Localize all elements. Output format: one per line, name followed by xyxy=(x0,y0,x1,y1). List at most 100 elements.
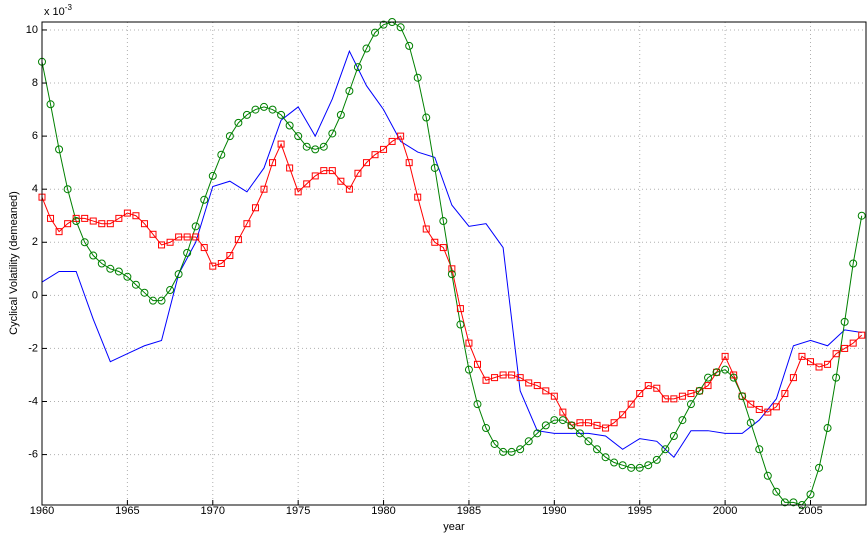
square-marker xyxy=(798,352,806,360)
y-tick-label: 10 xyxy=(26,24,38,36)
circle-marker xyxy=(166,286,175,295)
circle-marker xyxy=(704,373,713,382)
x-tick-label: 2000 xyxy=(713,505,737,517)
square-marker xyxy=(64,220,72,228)
circle-marker xyxy=(72,217,81,226)
circle-marker xyxy=(430,163,439,172)
circle-marker xyxy=(601,453,610,462)
square-marker xyxy=(448,265,456,273)
series-lines xyxy=(41,21,863,506)
square-marker xyxy=(115,214,123,222)
circle-marker xyxy=(746,418,755,427)
circle-marker xyxy=(516,445,525,454)
square-marker xyxy=(439,244,447,252)
circle-marker xyxy=(593,445,602,454)
square-marker xyxy=(584,419,592,427)
circle-marker xyxy=(524,437,533,446)
square-marker xyxy=(789,374,797,382)
circle-marker xyxy=(336,110,345,119)
square-marker xyxy=(132,212,140,220)
circle-marker xyxy=(635,463,644,472)
circle-marker xyxy=(507,447,516,456)
circle-marker xyxy=(678,416,687,425)
square-marker xyxy=(380,145,388,153)
circle-marker xyxy=(242,110,251,119)
circle-marker xyxy=(780,498,789,507)
x-tick-label: 1985 xyxy=(457,505,481,517)
circle-marker xyxy=(815,463,824,472)
circle-marker xyxy=(311,145,320,154)
y-exponent-power: -3 xyxy=(65,3,73,12)
circle-marker xyxy=(832,373,841,382)
circle-marker xyxy=(294,132,303,141)
square-marker xyxy=(226,252,234,260)
square-marker xyxy=(422,225,430,233)
square-marker xyxy=(456,305,464,313)
circle-marker xyxy=(251,105,260,114)
circle-marker xyxy=(712,368,721,377)
x-tick-label: 1975 xyxy=(286,505,310,517)
square-marker xyxy=(661,395,669,403)
square-marker xyxy=(217,260,225,267)
square-marker xyxy=(55,228,63,236)
circle-marker xyxy=(669,432,678,440)
circle-marker xyxy=(379,20,388,29)
square-marker xyxy=(269,159,277,167)
square-marker xyxy=(251,204,259,212)
y-exponent-base: x 10 xyxy=(44,6,65,18)
square-marker xyxy=(277,140,285,148)
y-exponent: x 10-3 xyxy=(44,3,72,18)
square-marker xyxy=(414,193,422,201)
square-marker xyxy=(337,177,345,185)
square-marker xyxy=(158,241,166,249)
circle-marker xyxy=(371,28,380,37)
circle-marker xyxy=(225,132,234,141)
circle-marker xyxy=(328,129,337,138)
square-marker xyxy=(345,185,353,193)
circle-marker xyxy=(618,461,627,470)
square-marker xyxy=(815,363,823,371)
square-marker xyxy=(431,238,439,246)
series-markers xyxy=(38,18,866,509)
circle-marker xyxy=(541,421,550,430)
square-marker xyxy=(149,230,157,238)
square-marker xyxy=(303,180,311,188)
square-marker xyxy=(243,220,251,228)
circle-marker xyxy=(695,386,704,395)
circle-marker xyxy=(473,400,482,409)
square-marker xyxy=(508,371,516,379)
series-line xyxy=(41,135,863,429)
square-marker xyxy=(175,233,183,241)
square-marker xyxy=(525,379,533,387)
circle-marker xyxy=(439,217,448,226)
circle-marker xyxy=(413,73,422,82)
square-marker xyxy=(602,424,610,432)
square-marker xyxy=(294,188,302,196)
circle-marker xyxy=(140,288,149,297)
circle-marker xyxy=(482,424,491,433)
x-tick-label: 1980 xyxy=(371,505,395,517)
y-tick-label: -2 xyxy=(28,342,38,354)
circle-marker xyxy=(114,267,123,276)
square-marker xyxy=(755,405,763,413)
x-tick-label: 2005 xyxy=(798,505,822,517)
y-tick-label: 6 xyxy=(32,130,38,142)
y-tick-label: 0 xyxy=(32,289,38,301)
circle-marker xyxy=(268,105,277,114)
square-marker xyxy=(781,390,789,398)
square-marker xyxy=(619,411,627,419)
circle-marker xyxy=(123,272,132,281)
square-marker xyxy=(371,151,379,159)
circle-marker xyxy=(106,264,115,273)
square-marker xyxy=(106,220,114,228)
circle-marker xyxy=(849,259,858,268)
square-marker xyxy=(627,400,635,408)
square-marker xyxy=(644,382,652,390)
circle-marker xyxy=(763,471,772,480)
circle-marker xyxy=(661,445,670,454)
square-marker xyxy=(559,408,567,416)
square-marker xyxy=(636,390,644,398)
square-marker xyxy=(166,238,174,246)
circle-marker xyxy=(319,142,328,151)
